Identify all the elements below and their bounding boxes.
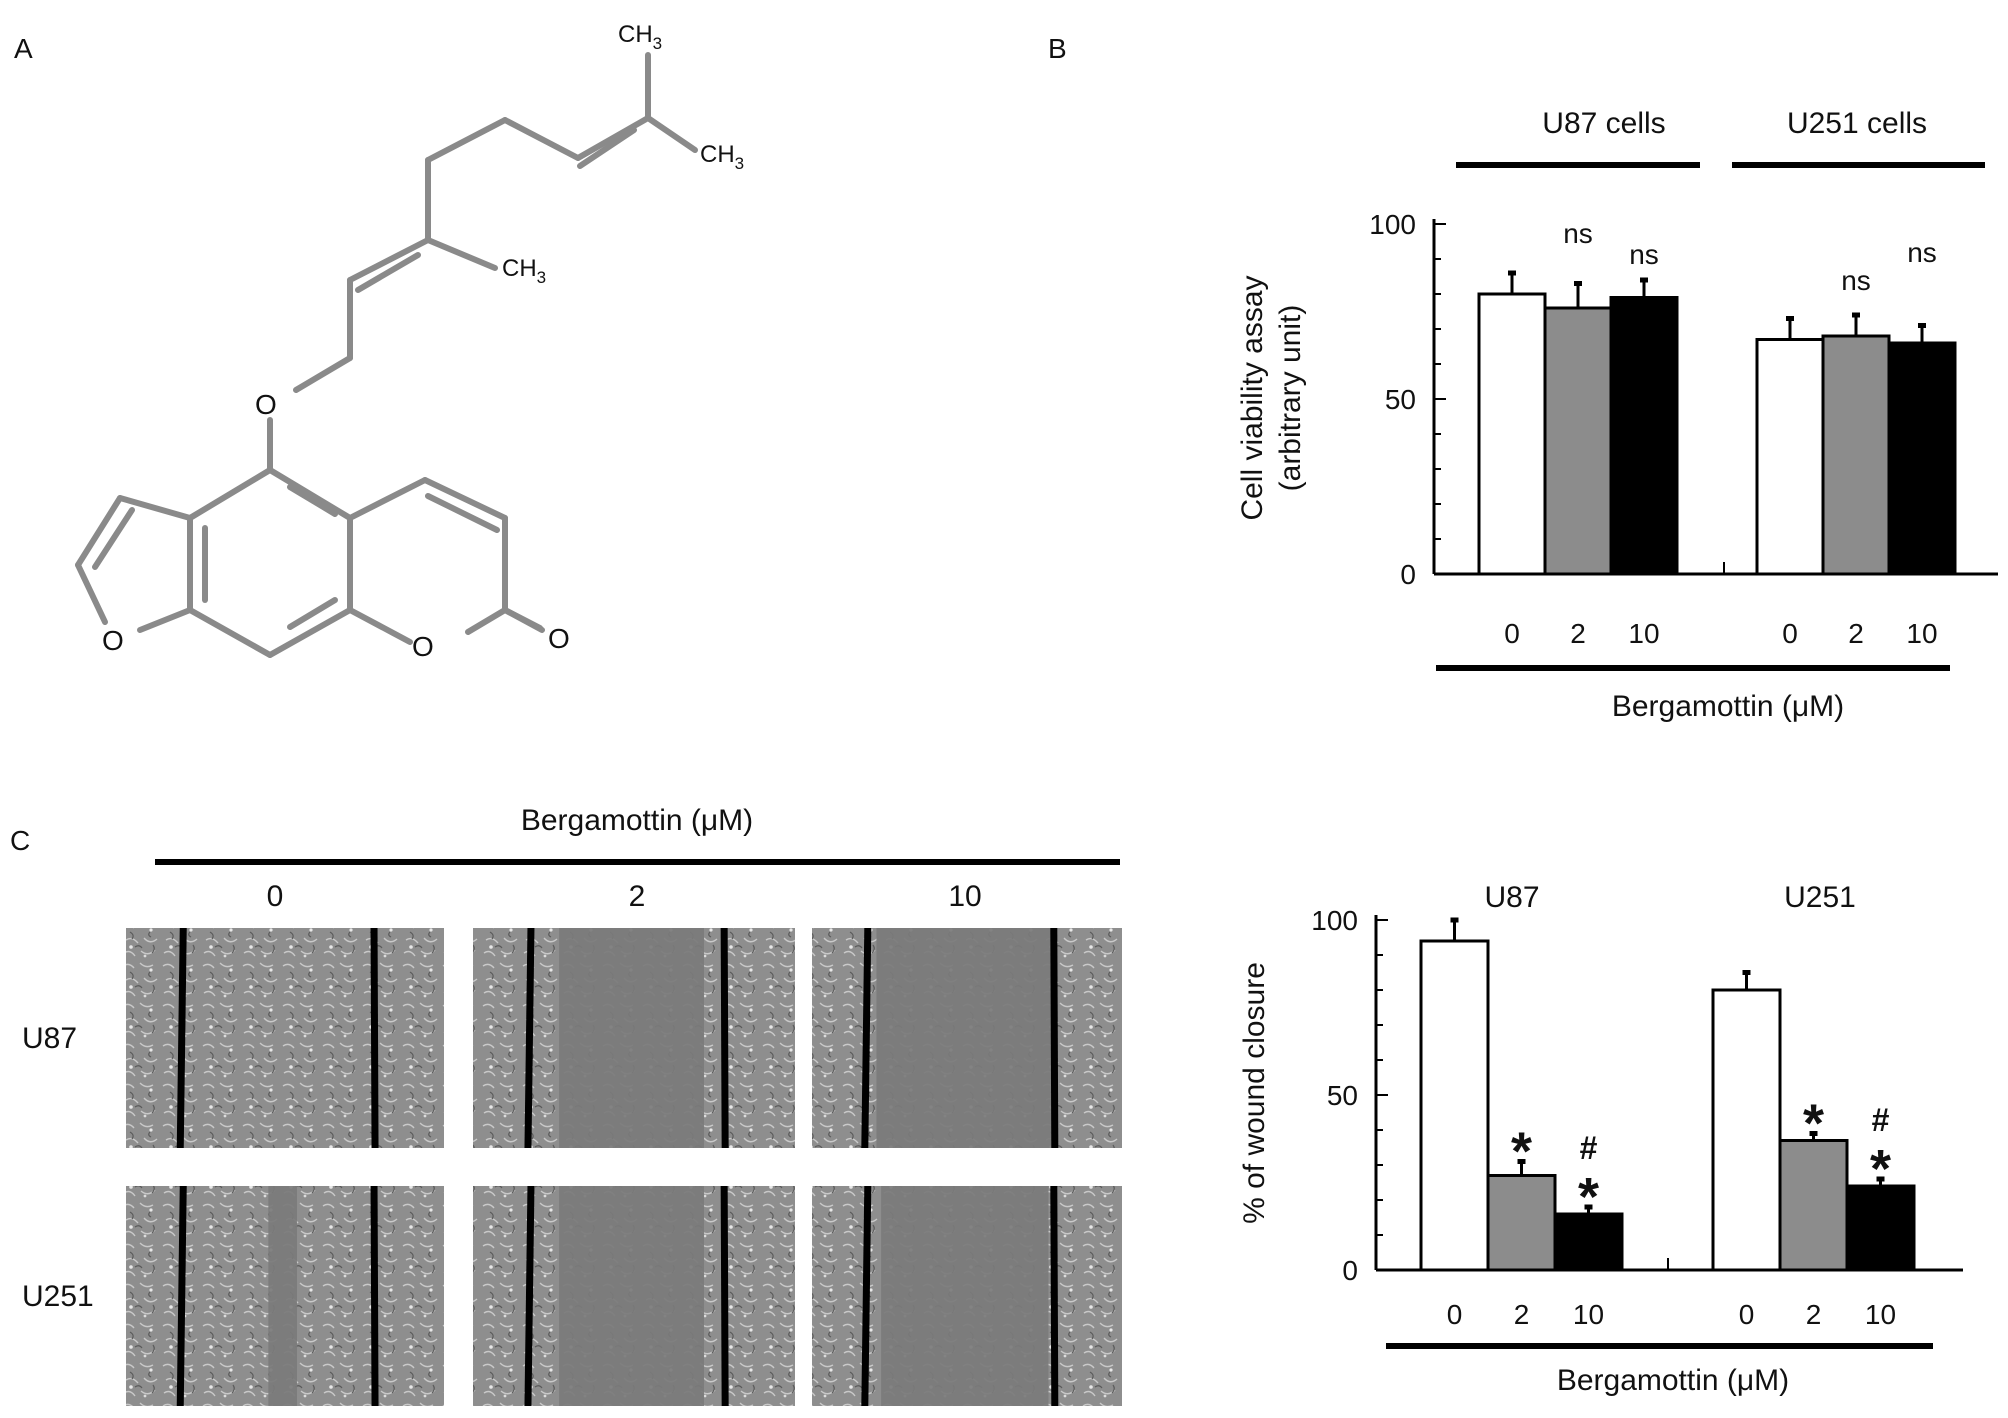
- wound-edge-line-right: [370, 927, 379, 1149]
- significance-hash: #: [1580, 1130, 1598, 1166]
- micrograph-column-label: 2: [629, 880, 646, 913]
- wound-gap-area: [881, 1186, 1049, 1406]
- category-label: 10: [1628, 618, 1659, 649]
- wound-edge-line-right: [720, 927, 729, 1149]
- micrograph-header: Bergamottin (μM): [521, 804, 753, 837]
- bar: [1543, 306, 1613, 576]
- micrograph-row-label: U87: [22, 1022, 77, 1055]
- bar: [1845, 1184, 1916, 1272]
- wound-gap-area: [268, 1186, 297, 1406]
- significance-label: ns: [1629, 239, 1659, 270]
- bar: [1755, 338, 1825, 576]
- significance-star: *: [1803, 1094, 1824, 1154]
- significance-label: ns: [1841, 265, 1871, 296]
- methyl-label-middle: CH3: [502, 255, 546, 287]
- micrograph-image: [473, 1185, 795, 1407]
- micrograph-column-label: 0: [267, 880, 284, 913]
- panel-c-label: C: [10, 825, 30, 856]
- category-label: 10: [1573, 1299, 1604, 1330]
- bar: [1821, 334, 1891, 576]
- group-label: U87 cells: [1542, 107, 1665, 140]
- bar: [1887, 341, 1957, 576]
- y-axis-title: Cell viability assay: [1236, 275, 1269, 520]
- category-label: 10: [1865, 1299, 1896, 1330]
- wound-edge-line-left: [524, 927, 535, 1149]
- y-tick-label: 0: [1342, 1255, 1358, 1286]
- cell-texture: [126, 928, 444, 1148]
- wound-edge-line-right: [1050, 1185, 1059, 1407]
- y-tick-label: 0: [1400, 559, 1416, 590]
- category-label: 2: [1848, 618, 1864, 649]
- group-label: U251 cells: [1787, 107, 1927, 140]
- y-tick-label: 50: [1385, 384, 1416, 415]
- significance-star: *: [1870, 1139, 1891, 1199]
- wound-edge-line-left: [861, 1185, 872, 1407]
- category-label: 2: [1570, 618, 1586, 649]
- x-axis-title: Bergamottin (μM): [1557, 1364, 1789, 1397]
- micrograph-image: [812, 927, 1122, 1149]
- wound-gap-area: [559, 1186, 705, 1406]
- wound-edge-line-right: [1050, 927, 1059, 1149]
- y-axis-title: % of wound closure: [1238, 962, 1271, 1224]
- category-label: 2: [1514, 1299, 1530, 1330]
- bar: [1553, 1212, 1624, 1272]
- significance-star: *: [1578, 1167, 1599, 1227]
- bar: [1486, 1174, 1557, 1272]
- y-tick-label: 100: [1311, 905, 1358, 936]
- bar: [1609, 296, 1679, 576]
- micrograph-image: [126, 927, 444, 1149]
- wound-edge-line-left: [861, 927, 872, 1149]
- category-label: 0: [1782, 618, 1798, 649]
- bar: [1711, 988, 1782, 1272]
- significance-label: ns: [1563, 218, 1593, 249]
- y-axis-title: (arbitrary unit): [1274, 305, 1307, 492]
- micrograph-image: [812, 1185, 1122, 1407]
- wound-edge-line-left: [524, 1185, 535, 1407]
- wound-edge-line-left: [176, 927, 187, 1149]
- atom-o-ether: O: [255, 389, 277, 420]
- wound-healing-micrographs: Bergamottin (μM) 0 2 10 U87 U251: [22, 804, 1122, 1407]
- bar: [1778, 1139, 1849, 1272]
- methyl-label-top: CH3: [618, 21, 662, 53]
- x-axis-title: Bergamottin (μM): [1612, 690, 1844, 723]
- wound-edge-line-left: [176, 1185, 187, 1407]
- bar: [1419, 939, 1490, 1272]
- panel-b-label: B: [1048, 33, 1067, 64]
- micrograph-column-label: 10: [948, 880, 981, 913]
- micrograph-image: [126, 1185, 444, 1407]
- category-label: 0: [1739, 1299, 1755, 1330]
- y-tick-label: 100: [1369, 209, 1416, 240]
- methyl-label-right: CH3: [700, 141, 744, 173]
- y-tick-label: 50: [1327, 1080, 1358, 1111]
- micrograph-row-label: U251: [22, 1280, 94, 1313]
- panel-a-label: A: [14, 33, 33, 64]
- category-label: 2: [1806, 1299, 1822, 1330]
- wound-gap-area: [559, 928, 705, 1148]
- category-label: 0: [1504, 618, 1520, 649]
- significance-hash: #: [1872, 1102, 1890, 1138]
- wound-gap-area: [876, 928, 1054, 1148]
- atom-o-furan: O: [102, 625, 124, 656]
- atom-o-lactone: O: [412, 631, 434, 662]
- bar: [1477, 292, 1547, 576]
- significance-star: *: [1511, 1122, 1532, 1182]
- wound-edge-line-right: [720, 1185, 729, 1407]
- chemical-bonds: [75, 52, 698, 658]
- micrograph-image: [473, 927, 795, 1149]
- group-label: U251: [1784, 881, 1856, 914]
- group-label: U87: [1484, 881, 1539, 914]
- atom-o-carbonyl: O: [548, 623, 570, 654]
- category-label: 10: [1906, 618, 1937, 649]
- bergamottin-structure: O O O O CH3 CH3 CH3: [75, 21, 744, 662]
- cell-viability-chart: 0 50 100 0 2 ns 10 ns U87 cells 0 2 ns 10 ns U251 cell…: [1236, 107, 1998, 723]
- significance-label: ns: [1907, 237, 1937, 268]
- category-label: 0: [1447, 1299, 1463, 1330]
- wound-edge-line-right: [370, 1185, 379, 1407]
